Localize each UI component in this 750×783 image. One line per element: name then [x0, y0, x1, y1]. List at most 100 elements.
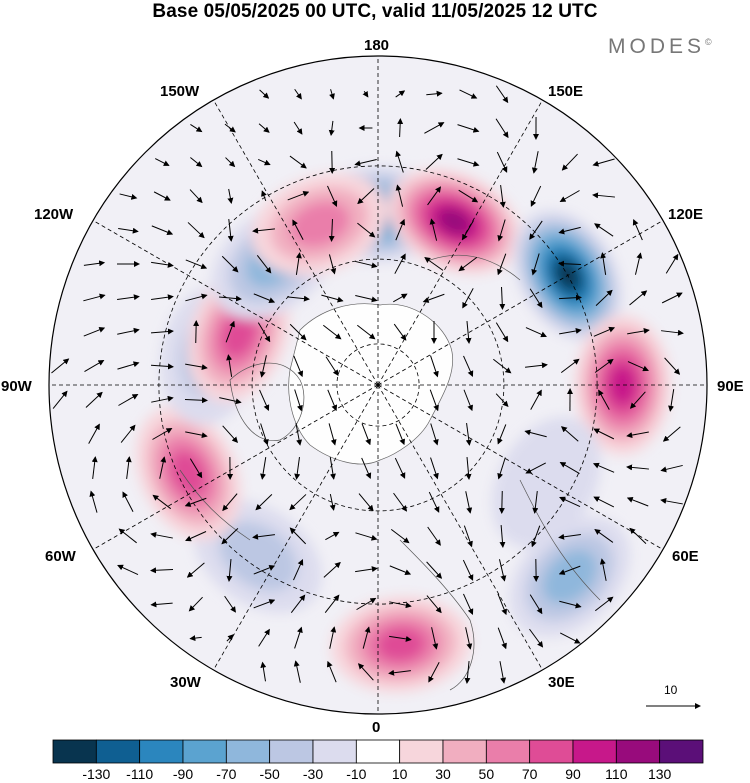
wind-vector	[120, 424, 136, 443]
wind-vector	[91, 456, 98, 479]
wind-vector	[458, 189, 479, 203]
wind-vector	[328, 423, 337, 446]
wind-vector	[425, 153, 443, 170]
wind-vector	[626, 497, 649, 507]
wind-vector	[328, 218, 335, 242]
wind-vector	[355, 260, 378, 269]
wind-vector	[395, 218, 406, 241]
colorbar-swatch	[529, 739, 574, 764]
wind-vector	[329, 626, 337, 649]
wind-vector	[427, 186, 442, 206]
wind-vector	[393, 293, 408, 303]
colorbar-tick-label: -70	[216, 766, 237, 782]
wind-vector	[388, 669, 411, 676]
wind-vector	[224, 595, 236, 613]
wind-vector	[361, 423, 371, 446]
wind-vector	[184, 397, 208, 404]
lon-label-0: 0	[372, 719, 381, 736]
wind-vector	[497, 219, 506, 242]
wind-vector	[558, 226, 581, 235]
wind-vector	[465, 456, 472, 480]
wind-vector	[221, 528, 239, 545]
wind-vector	[457, 124, 480, 133]
wind-vector	[355, 566, 378, 573]
colorbar-swatch	[269, 739, 314, 764]
wind-vector	[662, 426, 681, 442]
wind-vector	[154, 158, 170, 166]
wind-vector	[561, 153, 578, 171]
wind-vector	[593, 326, 616, 337]
wind-vector	[293, 121, 303, 135]
wind-vector	[529, 594, 543, 615]
wind-vector	[324, 594, 340, 613]
reference-vector-label: 10	[664, 683, 678, 697]
colorbar	[52, 739, 704, 764]
wind-vector	[118, 227, 139, 234]
wind-vectors	[51, 85, 684, 684]
wind-vector	[294, 457, 301, 480]
wind-vector	[558, 533, 581, 540]
meridian-line	[92, 220, 379, 386]
wind-vector	[531, 151, 539, 174]
wind-vector	[83, 327, 106, 337]
colorbar-tick-label: 130	[647, 766, 672, 782]
wind-vector	[634, 252, 643, 275]
wind-vector	[592, 462, 615, 473]
wind-vector	[464, 661, 471, 684]
colorbar-swatch	[355, 739, 401, 764]
colorbar-swatch	[485, 739, 531, 764]
wind-vector	[185, 259, 208, 270]
meridian-line	[377, 99, 543, 386]
wind-vector	[355, 295, 378, 303]
wind-vector	[428, 491, 440, 513]
wind-vector	[227, 188, 234, 204]
wind-vector	[355, 532, 378, 541]
wind-vector	[292, 219, 304, 240]
wind-vector	[629, 290, 648, 306]
wind-vector	[187, 222, 205, 239]
wind-vector	[463, 389, 473, 412]
meridian-line	[377, 384, 664, 550]
wind-vector	[362, 90, 369, 98]
wind-vector	[150, 328, 174, 335]
wind-vector	[395, 423, 405, 446]
lon-label-60e: 60E	[672, 548, 699, 565]
wind-vector	[256, 254, 272, 274]
wind-vector	[325, 531, 340, 541]
wind-vector	[463, 525, 473, 548]
wind-vector	[626, 431, 649, 439]
wind-vector	[327, 389, 338, 412]
wind-vector	[497, 627, 507, 650]
wind-vector	[289, 527, 307, 545]
wind-vector	[661, 329, 684, 336]
colorbar-tick-label: -30	[302, 766, 324, 782]
wind-vector	[356, 597, 377, 611]
wind-vector	[293, 660, 301, 683]
wind-vector	[461, 220, 474, 241]
wind-vector	[397, 117, 404, 138]
wind-vector	[89, 490, 98, 513]
wind-vector	[429, 389, 439, 412]
wind-vector	[499, 661, 507, 684]
wind-vector	[226, 634, 234, 642]
wind-vector	[525, 462, 546, 474]
wind-vector	[600, 252, 607, 275]
colorbar-swatch	[95, 739, 141, 764]
wind-vector	[153, 191, 171, 201]
wind-vector	[593, 496, 615, 508]
wind-vector	[325, 356, 339, 377]
latitude-circle	[336, 343, 420, 427]
wind-vector	[258, 628, 270, 647]
wind-vector	[458, 257, 478, 272]
wind-vector	[457, 158, 480, 167]
wind-vector	[193, 320, 200, 344]
wind-vector	[559, 600, 582, 609]
wind-vector	[593, 428, 615, 440]
colorbar-swatch	[659, 739, 704, 764]
wind-vector	[222, 425, 239, 443]
wind-vector	[119, 193, 138, 200]
wind-vector	[357, 324, 376, 340]
meridian-line	[213, 99, 379, 386]
wind-vector	[287, 191, 310, 201]
wind-vector	[395, 184, 404, 207]
